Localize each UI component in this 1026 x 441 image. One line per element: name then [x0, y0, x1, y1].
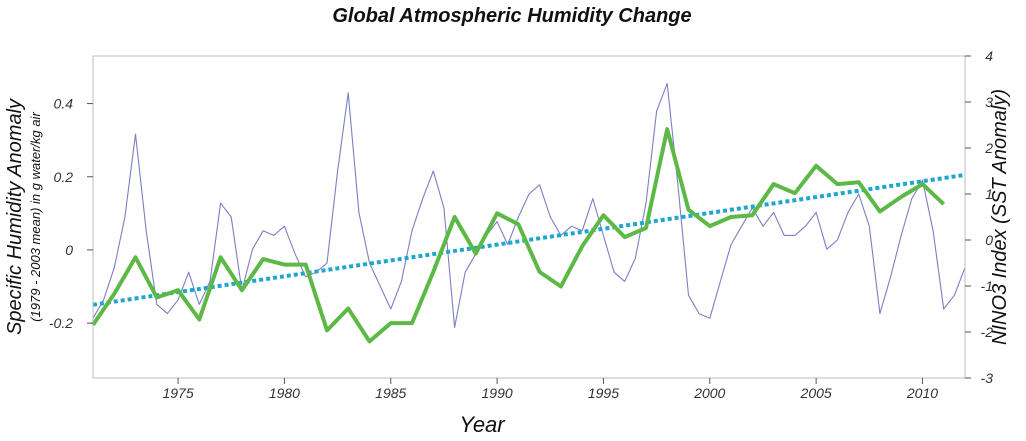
y-left-tick-label: 0: [65, 242, 73, 258]
left-y-axis-ticks: -0.2 0 0.2 0.4: [49, 96, 93, 331]
x-tick-label: 2000: [693, 385, 725, 401]
nino3-series-line: [92, 83, 966, 328]
x-tick-label: 1985: [375, 385, 406, 401]
chart-title: Global Atmospheric Humidity Change: [332, 5, 691, 27]
x-tick-label: 2010: [906, 385, 938, 401]
left-axis-sublabel: (1979 - 2003 mean) in g water/kg air: [28, 112, 43, 322]
y-right-tick-label: -3: [981, 370, 994, 386]
y-right-tick-label: -1: [981, 278, 993, 294]
x-tick-label: 2005: [800, 385, 832, 401]
right-y-axis-ticks: -3 -2 -1 0 1 2 3 4: [965, 48, 993, 386]
x-axis-ticks: 1975 1980 1985 1990 1995 2000 2005 2010: [162, 378, 938, 401]
left-axis-label: Specific Humidity Anomaly: [4, 98, 26, 335]
x-axis-label: Year: [459, 412, 506, 437]
y-left-tick-label: -0.2: [49, 315, 73, 331]
green-series-line: [91, 127, 946, 344]
y-right-tick-label: 4: [985, 48, 993, 64]
y-right-tick-label: 1: [985, 186, 993, 202]
y-left-tick-label: 0.2: [54, 169, 74, 185]
y-right-tick-label: -2: [981, 324, 994, 340]
plot-frame: [92, 55, 966, 379]
y-right-tick-label: 0: [985, 232, 993, 248]
x-tick-label: 1975: [162, 385, 193, 401]
x-tick-label: 1980: [269, 385, 300, 401]
right-axis-label: NINO3 Index (SST Anomaly): [989, 89, 1011, 345]
y-right-tick-label: 3: [985, 94, 993, 110]
x-tick-label: 1990: [482, 385, 513, 401]
plot-area: [91, 83, 966, 344]
x-tick-label: 1995: [588, 385, 619, 401]
y-right-tick-label: 2: [984, 140, 993, 156]
y-left-tick-label: 0.4: [54, 96, 74, 112]
